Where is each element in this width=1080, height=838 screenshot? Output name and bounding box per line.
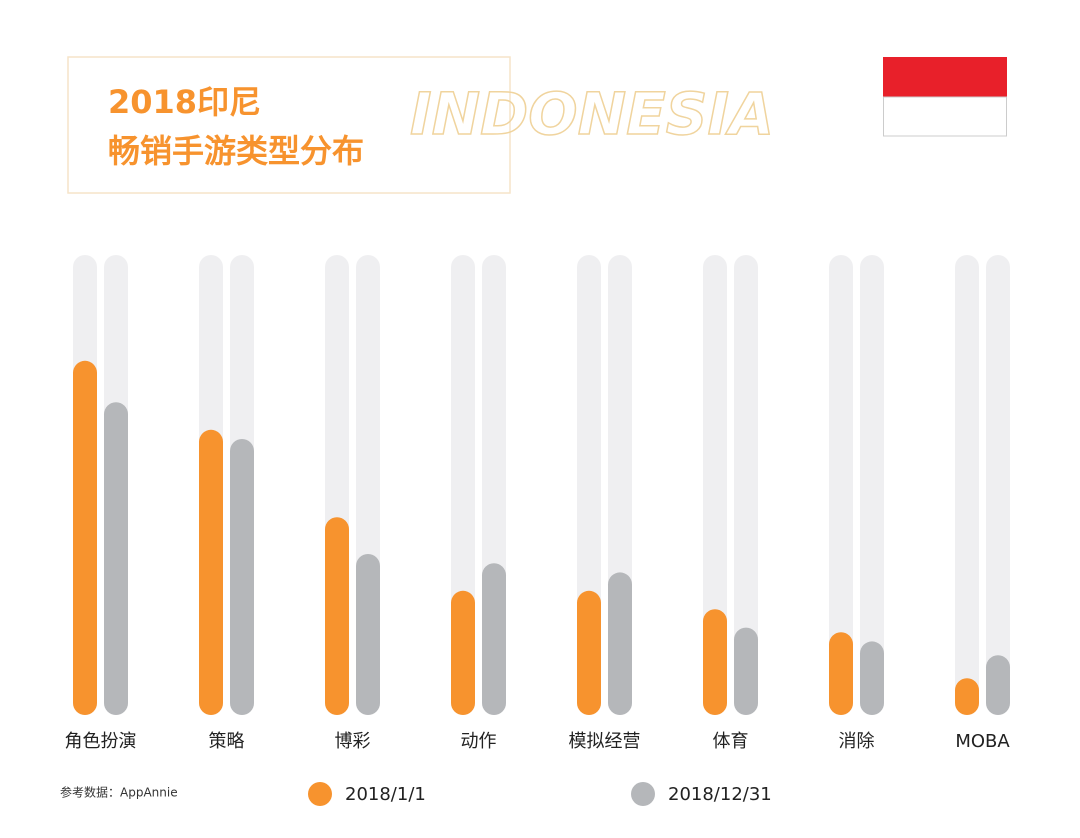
bar: [325, 517, 349, 715]
bar: [608, 572, 632, 715]
bar: [199, 429, 223, 715]
bar-track: [860, 255, 884, 715]
watermark-text: INDONESIA: [410, 80, 774, 148]
x-tick-label: 策略: [209, 731, 245, 752]
x-tick-label: 角色扮演: [65, 731, 137, 752]
bar: [703, 609, 727, 715]
source: 参考数据：AppAnnie: [60, 785, 178, 800]
bar: [577, 590, 601, 715]
flag: [883, 57, 1007, 137]
x-tick-label: 动作: [461, 731, 497, 752]
bar: [955, 678, 979, 715]
legend-label: 2018/12/31: [668, 784, 772, 805]
bar: [230, 439, 254, 715]
bar: [451, 590, 475, 715]
x-tick-label: 博彩: [335, 731, 371, 752]
x-tick-label: 体育: [713, 731, 749, 752]
flag-red: [883, 57, 1007, 97]
bar: [482, 563, 506, 715]
bar: [860, 641, 884, 715]
flag-white: [883, 96, 1007, 137]
bar-track: [955, 255, 979, 715]
legend-label: 2018/1/1: [345, 784, 426, 805]
bar: [356, 554, 380, 715]
x-tick-label: 消除: [839, 731, 875, 752]
legend-swatch: [631, 782, 655, 806]
bar-track: [734, 255, 758, 715]
bar-track: [703, 255, 727, 715]
chart-subtitle: 畅销手游类型分布: [108, 132, 364, 170]
chart-title: 2018印尼: [108, 83, 261, 121]
x-tick-label: 模拟经营: [569, 731, 641, 752]
x-tick-label: MOBA: [955, 731, 1010, 752]
bar-track: [829, 255, 853, 715]
bar: [829, 632, 853, 715]
bar: [986, 655, 1010, 715]
legend-swatch: [308, 782, 332, 806]
bar-track: [986, 255, 1010, 715]
bar: [734, 627, 758, 715]
bar: [73, 360, 97, 715]
title-box: [67, 56, 511, 194]
bar: [104, 402, 128, 715]
